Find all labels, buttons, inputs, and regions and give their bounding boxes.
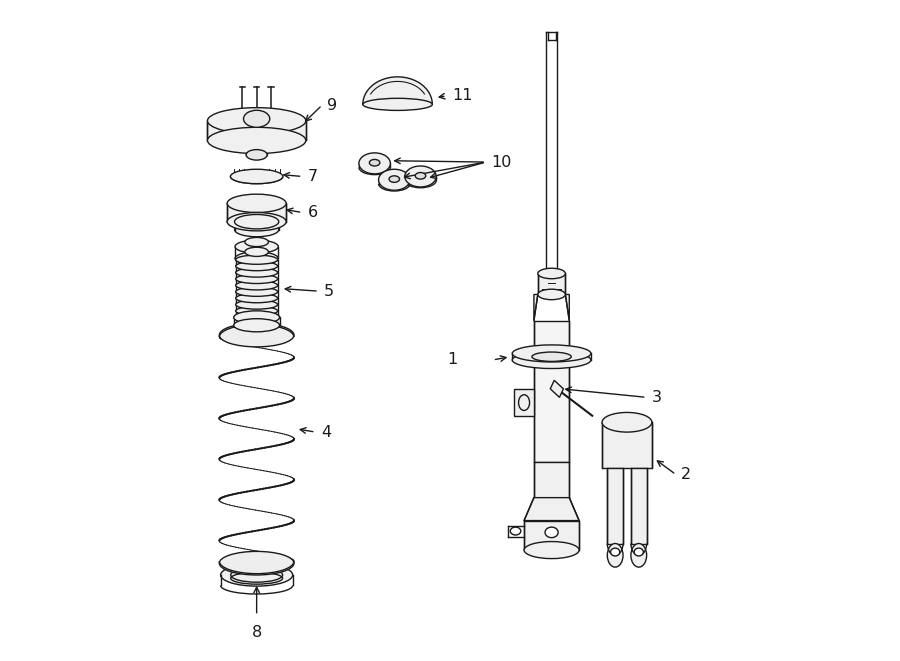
Polygon shape: [538, 274, 565, 294]
Polygon shape: [534, 321, 570, 461]
Ellipse shape: [379, 169, 410, 190]
Polygon shape: [524, 498, 579, 521]
Ellipse shape: [359, 153, 391, 174]
Ellipse shape: [235, 214, 279, 229]
Text: 4: 4: [321, 424, 331, 440]
Ellipse shape: [512, 352, 591, 369]
Ellipse shape: [234, 319, 280, 332]
Ellipse shape: [220, 564, 292, 586]
Ellipse shape: [602, 412, 652, 432]
Ellipse shape: [415, 173, 426, 179]
Polygon shape: [363, 77, 432, 104]
Ellipse shape: [245, 237, 268, 247]
Ellipse shape: [208, 108, 306, 134]
Ellipse shape: [235, 252, 278, 265]
Ellipse shape: [235, 240, 278, 253]
Ellipse shape: [247, 149, 267, 160]
Ellipse shape: [230, 169, 283, 184]
Ellipse shape: [236, 300, 277, 309]
Text: 3: 3: [652, 390, 662, 405]
Polygon shape: [565, 294, 570, 321]
Text: 7: 7: [308, 169, 318, 184]
Ellipse shape: [236, 293, 277, 303]
Text: 1: 1: [447, 352, 458, 368]
Ellipse shape: [208, 128, 306, 153]
Ellipse shape: [245, 247, 268, 256]
Ellipse shape: [236, 274, 277, 284]
Polygon shape: [550, 380, 563, 397]
Ellipse shape: [227, 213, 286, 231]
Ellipse shape: [610, 548, 620, 556]
Text: 9: 9: [328, 98, 338, 112]
Ellipse shape: [405, 166, 436, 187]
Polygon shape: [608, 468, 623, 543]
Text: 5: 5: [324, 284, 334, 299]
Text: 6: 6: [308, 205, 318, 220]
Text: 8: 8: [251, 625, 262, 641]
Ellipse shape: [236, 262, 277, 271]
Ellipse shape: [389, 176, 400, 182]
Ellipse shape: [234, 311, 280, 324]
Ellipse shape: [634, 548, 644, 556]
Ellipse shape: [236, 281, 277, 290]
Ellipse shape: [608, 543, 623, 567]
Text: 11: 11: [452, 89, 472, 103]
Ellipse shape: [220, 551, 294, 575]
Ellipse shape: [363, 98, 432, 110]
Ellipse shape: [631, 543, 646, 567]
Ellipse shape: [220, 323, 294, 347]
Ellipse shape: [236, 255, 277, 264]
Ellipse shape: [512, 345, 591, 362]
Polygon shape: [524, 521, 579, 550]
Ellipse shape: [538, 290, 565, 299]
Ellipse shape: [369, 159, 380, 166]
Ellipse shape: [236, 268, 277, 277]
Polygon shape: [514, 389, 534, 416]
Ellipse shape: [538, 268, 565, 279]
Ellipse shape: [227, 194, 286, 213]
Ellipse shape: [236, 313, 277, 322]
Ellipse shape: [545, 527, 558, 537]
Ellipse shape: [244, 110, 270, 128]
Ellipse shape: [236, 307, 277, 315]
Ellipse shape: [532, 352, 572, 362]
Ellipse shape: [524, 541, 579, 559]
Text: 2: 2: [681, 467, 691, 482]
Polygon shape: [631, 468, 646, 543]
Ellipse shape: [235, 222, 279, 237]
Ellipse shape: [236, 287, 277, 296]
Polygon shape: [534, 461, 570, 498]
Polygon shape: [227, 204, 286, 221]
Polygon shape: [208, 121, 306, 140]
Text: 10: 10: [491, 155, 512, 170]
Polygon shape: [534, 294, 538, 321]
Polygon shape: [602, 422, 652, 468]
